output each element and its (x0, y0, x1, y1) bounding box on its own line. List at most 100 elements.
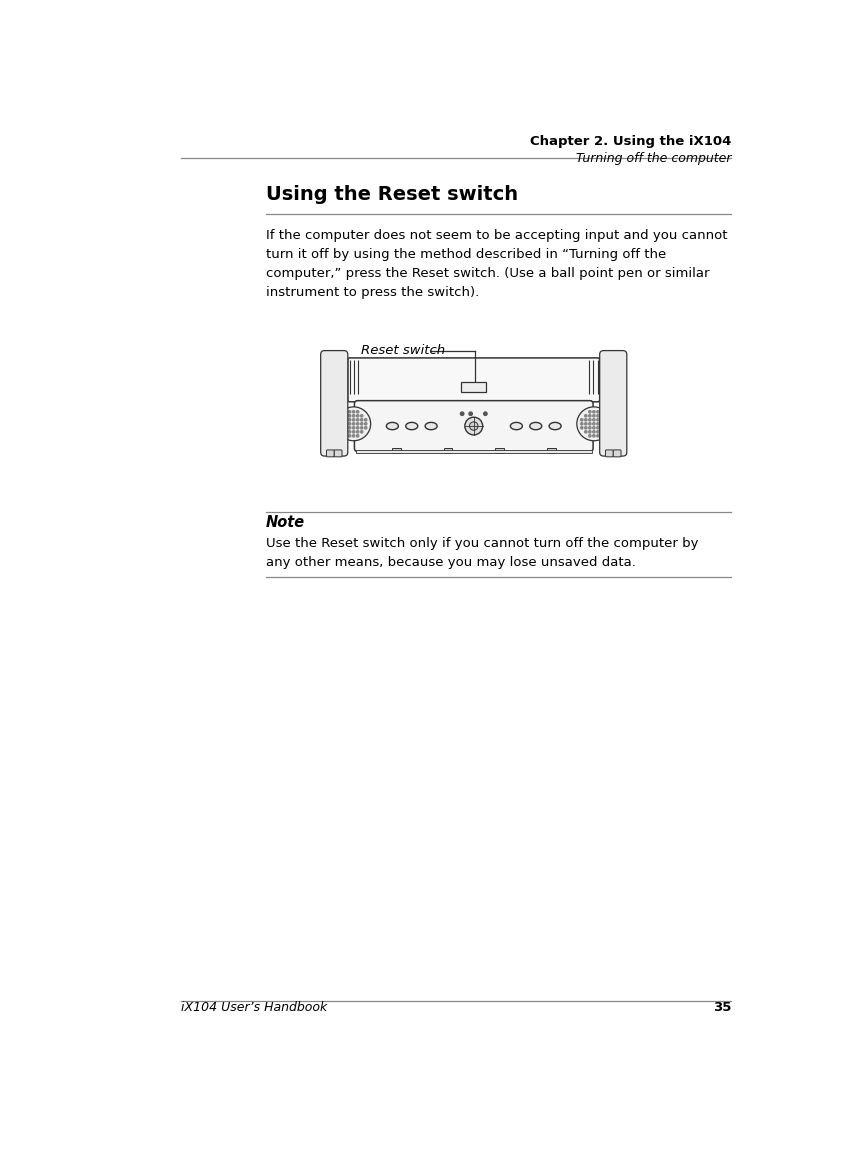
Circle shape (604, 422, 606, 425)
Circle shape (348, 422, 350, 425)
Circle shape (356, 435, 359, 437)
FancyBboxPatch shape (321, 351, 348, 456)
Circle shape (592, 419, 594, 421)
Circle shape (584, 422, 587, 425)
Circle shape (584, 430, 587, 433)
Circle shape (592, 427, 594, 429)
Circle shape (596, 419, 598, 421)
Text: Use the Reset switch only if you cannot turn off the computer by: Use the Reset switch only if you cannot … (266, 537, 698, 550)
Circle shape (348, 411, 350, 413)
Circle shape (360, 414, 362, 417)
Circle shape (344, 422, 346, 425)
Circle shape (588, 414, 590, 417)
Circle shape (352, 427, 354, 429)
Circle shape (352, 430, 354, 433)
Circle shape (596, 411, 598, 413)
Circle shape (356, 427, 359, 429)
Circle shape (360, 430, 362, 433)
Circle shape (356, 430, 359, 433)
Ellipse shape (529, 422, 541, 429)
Circle shape (468, 412, 472, 415)
Circle shape (596, 422, 598, 425)
Circle shape (576, 407, 610, 441)
Circle shape (580, 422, 582, 425)
Circle shape (584, 427, 587, 429)
Ellipse shape (386, 422, 398, 429)
Circle shape (352, 411, 354, 413)
Circle shape (360, 422, 362, 425)
Circle shape (348, 427, 350, 429)
FancyBboxPatch shape (326, 450, 334, 457)
Circle shape (596, 435, 598, 437)
Circle shape (588, 411, 590, 413)
Text: 35: 35 (711, 1001, 730, 1015)
Circle shape (356, 422, 359, 425)
Circle shape (352, 435, 354, 437)
Circle shape (588, 422, 590, 425)
Bar (546, 449, 555, 452)
Circle shape (360, 419, 362, 421)
Circle shape (588, 419, 590, 421)
Bar (495, 449, 503, 452)
Text: Note: Note (266, 515, 305, 530)
Ellipse shape (405, 422, 417, 429)
Circle shape (580, 419, 582, 421)
Text: computer,” press the Reset switch. (Use a ball point pen or similar: computer,” press the Reset switch. (Use … (266, 266, 709, 280)
Circle shape (352, 419, 354, 421)
Circle shape (344, 430, 346, 433)
Text: Turning off the computer: Turning off the computer (575, 152, 730, 165)
Circle shape (596, 427, 598, 429)
Circle shape (592, 430, 594, 433)
Circle shape (364, 427, 366, 429)
Circle shape (348, 414, 350, 417)
Circle shape (600, 430, 603, 433)
Text: Using the Reset switch: Using the Reset switch (266, 185, 517, 205)
Circle shape (600, 419, 603, 421)
Bar (443, 449, 452, 452)
Circle shape (356, 411, 359, 413)
FancyBboxPatch shape (354, 400, 592, 451)
Circle shape (344, 419, 346, 421)
Circle shape (352, 422, 354, 425)
FancyBboxPatch shape (599, 351, 626, 456)
FancyBboxPatch shape (613, 450, 620, 457)
Circle shape (364, 419, 366, 421)
Circle shape (584, 414, 587, 417)
Circle shape (344, 414, 346, 417)
Circle shape (584, 419, 587, 421)
Circle shape (588, 427, 590, 429)
Circle shape (336, 407, 371, 441)
Bar (461, 382, 485, 392)
Circle shape (356, 419, 359, 421)
Text: any other means, because you may lose unsaved data.: any other means, because you may lose un… (266, 555, 636, 569)
Circle shape (596, 414, 598, 417)
Circle shape (588, 435, 590, 437)
Text: iX104 User’s Handbook: iX104 User’s Handbook (181, 1001, 327, 1015)
FancyBboxPatch shape (334, 450, 342, 457)
Bar (355, 450, 591, 452)
Circle shape (604, 419, 606, 421)
Circle shape (580, 427, 582, 429)
Text: Reset switch: Reset switch (361, 344, 445, 358)
Ellipse shape (549, 422, 560, 429)
Text: turn it off by using the method described in “Turning off the: turn it off by using the method describe… (266, 248, 666, 260)
Ellipse shape (425, 422, 436, 429)
FancyBboxPatch shape (348, 358, 599, 401)
Text: instrument to press the switch).: instrument to press the switch). (266, 286, 479, 299)
Circle shape (356, 414, 359, 417)
Circle shape (596, 430, 598, 433)
Circle shape (348, 430, 350, 433)
Circle shape (340, 419, 343, 421)
Circle shape (592, 435, 594, 437)
Circle shape (600, 422, 603, 425)
Circle shape (604, 427, 606, 429)
Circle shape (592, 414, 594, 417)
Circle shape (340, 422, 343, 425)
Circle shape (600, 414, 603, 417)
Circle shape (340, 427, 343, 429)
Circle shape (592, 411, 594, 413)
Circle shape (364, 422, 366, 425)
Circle shape (592, 422, 594, 425)
Ellipse shape (510, 422, 522, 429)
FancyBboxPatch shape (605, 450, 613, 457)
